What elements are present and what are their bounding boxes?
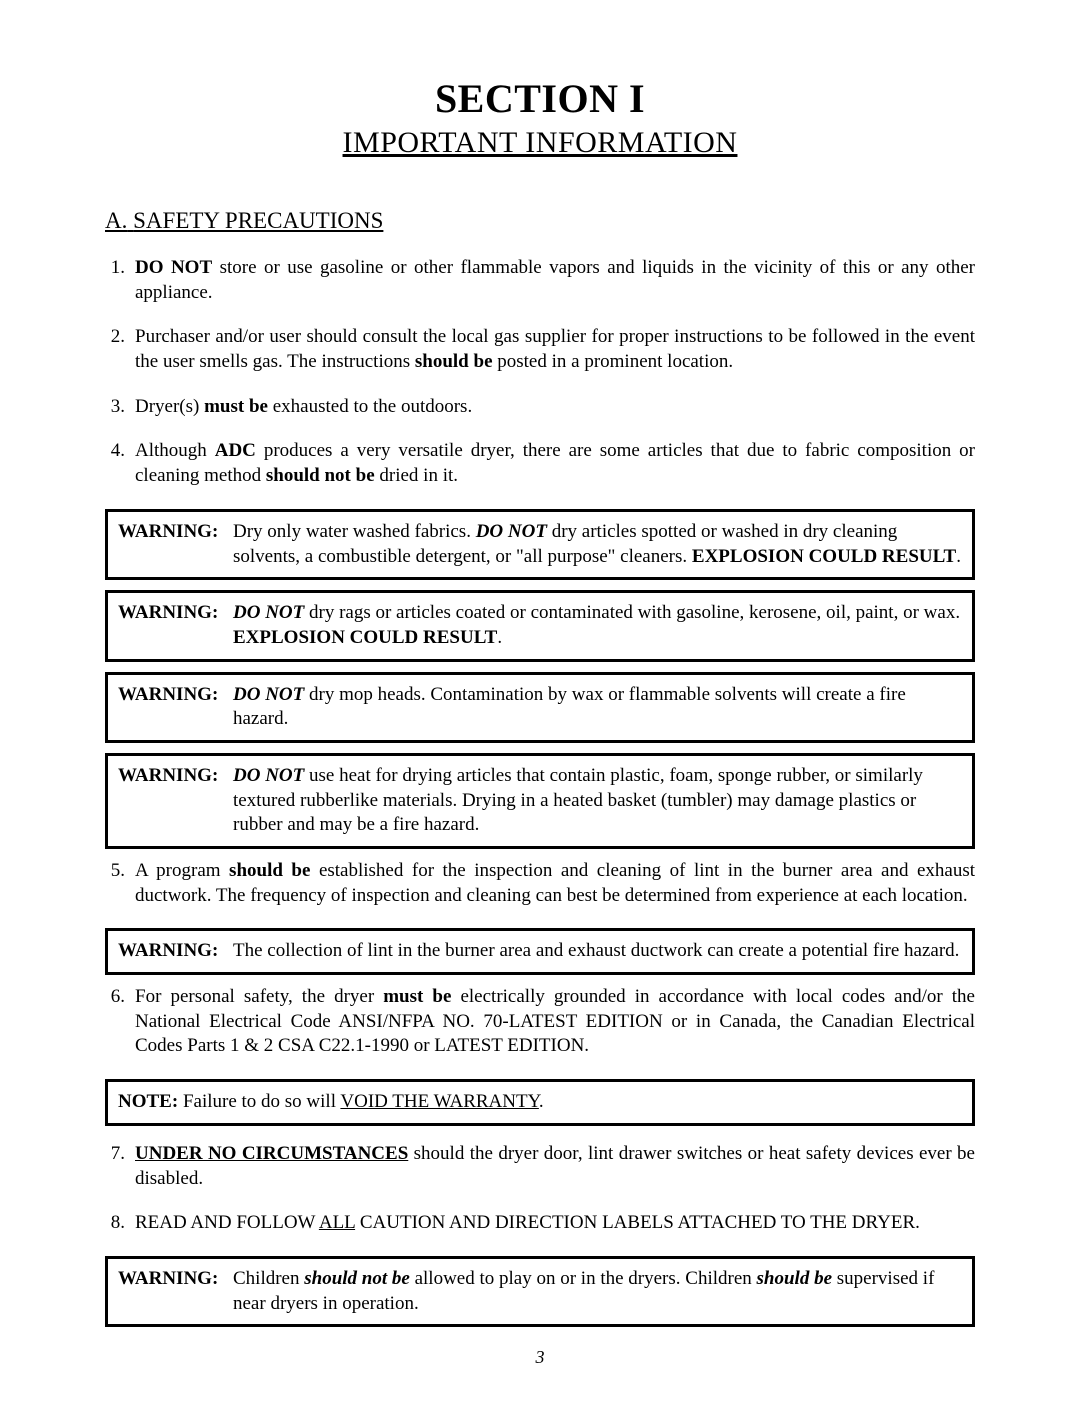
warning-box-4: WARNING: DO NOT use heat for drying arti… xyxy=(105,753,975,849)
warning-content: DO NOT dry rags or articles coated or co… xyxy=(233,601,962,650)
item-text: DO NOT store or use gasoline or other fl… xyxy=(135,256,975,305)
bold-text: ADC xyxy=(215,440,256,461)
subsection-name: SAFETY PRECAUTIONS xyxy=(133,208,383,233)
section-subtitle: IMPORTANT INFORMATION xyxy=(105,126,975,160)
item-text: READ AND FOLLOW ALL CAUTION AND DIRECTIO… xyxy=(135,1211,975,1236)
bold-text: EXPLOSION COULD RESULT xyxy=(233,627,497,648)
section-title: SECTION I xyxy=(105,75,975,122)
text-span: A program xyxy=(135,860,229,881)
bold-italic-text: DO NOT xyxy=(233,602,304,623)
warning-label: WARNING: xyxy=(118,1267,233,1316)
text-span: Dry only water washed fabrics. xyxy=(233,521,476,542)
bold-italic-text: should not be xyxy=(304,1268,410,1289)
item-number: 1. xyxy=(105,256,135,305)
item-text: Purchaser and/or user should consult the… xyxy=(135,325,975,374)
precaution-item-6: 6. For personal safety, the dryer must b… xyxy=(105,985,975,1059)
precaution-item-1: 1. DO NOT store or use gasoline or other… xyxy=(105,256,975,305)
precautions-list-continued-2: 6. For personal safety, the dryer must b… xyxy=(105,985,975,1059)
item-number: 5. xyxy=(105,859,135,908)
precaution-item-8: 8. READ AND FOLLOW ALL CAUTION AND DIREC… xyxy=(105,1211,975,1236)
text-span: dry mop heads. Contamination by wax or f… xyxy=(233,684,906,730)
bold-text: should be xyxy=(229,860,310,881)
text-span: . xyxy=(497,627,502,648)
bold-italic-text: DO NOT xyxy=(476,521,547,542)
subsection-letter: A. xyxy=(105,208,127,233)
item-text: Although ADC produces a very versatile d… xyxy=(135,439,975,488)
text-span: For personal safety, the dryer xyxy=(135,986,383,1007)
item-text: UNDER NO CIRCUMSTANCES should the dryer … xyxy=(135,1142,975,1191)
page-number: 3 xyxy=(105,1347,975,1368)
text-span: The collection of lint in the burner are… xyxy=(233,940,959,961)
text-span: Failure to do so will xyxy=(178,1091,340,1112)
warning-box-1: WARNING: Dry only water washed fabrics. … xyxy=(105,509,975,580)
precaution-item-4: 4. Although ADC produces a very versatil… xyxy=(105,439,975,488)
warning-box-2: WARNING: DO NOT dry rags or articles coa… xyxy=(105,590,975,661)
text-span: . xyxy=(539,1091,544,1112)
warning-content: The collection of lint in the burner are… xyxy=(233,939,962,964)
text-span: produces a very versatile dryer, there a… xyxy=(135,440,975,486)
warning-box-3: WARNING: DO NOT dry mop heads. Contamina… xyxy=(105,672,975,743)
text-span: Dryer(s) xyxy=(135,396,204,417)
text-span: allowed to play on or in the dryers. Chi… xyxy=(410,1268,757,1289)
item-number: 2. xyxy=(105,325,135,374)
warning-label: WARNING: xyxy=(118,601,233,650)
warning-content: Children should not be allowed to play o… xyxy=(233,1267,962,1316)
warning-label: WARNING: xyxy=(118,520,233,569)
note-label: NOTE: xyxy=(118,1091,178,1112)
bold-italic-text: DO NOT xyxy=(233,684,304,705)
warning-label: WARNING: xyxy=(118,939,233,964)
text-span: Although xyxy=(135,440,215,461)
document-page: SECTION I IMPORTANT INFORMATION A. SAFET… xyxy=(0,0,1080,1418)
bold-italic-text: DO NOT xyxy=(233,765,304,786)
warning-label: WARNING: xyxy=(118,764,233,838)
item-text: A program should be established for the … xyxy=(135,859,975,908)
precautions-list: 1. DO NOT store or use gasoline or other… xyxy=(105,256,975,489)
warning-label: WARNING: xyxy=(118,683,233,732)
text-span: store or use gasoline or other flammable… xyxy=(135,257,975,303)
underline-text: ALL xyxy=(319,1212,355,1233)
precaution-item-7: 7. UNDER NO CIRCUMSTANCES should the dry… xyxy=(105,1142,975,1191)
text-span: dry rags or articles coated or contamina… xyxy=(304,602,960,623)
precaution-item-2: 2. Purchaser and/or user should consult … xyxy=(105,325,975,374)
warning-box-5: WARNING: The collection of lint in the b… xyxy=(105,928,975,975)
item-number: 3. xyxy=(105,395,135,420)
precautions-list-continued: 5. A program should be established for t… xyxy=(105,859,975,908)
item-number: 4. xyxy=(105,439,135,488)
item-number: 7. xyxy=(105,1142,135,1191)
warning-content: DO NOT use heat for drying articles that… xyxy=(233,764,962,838)
bold-underline-text: UNDER NO CIRCUMSTANCES xyxy=(135,1143,408,1164)
text-span: . xyxy=(956,546,961,567)
item-text: Dryer(s) must be exhausted to the outdoo… xyxy=(135,395,975,420)
text-span: CAUTION AND DIRECTION LABELS ATTACHED TO… xyxy=(355,1212,920,1233)
warning-content: DO NOT dry mop heads. Contamination by w… xyxy=(233,683,962,732)
precaution-item-3: 3. Dryer(s) must be exhausted to the out… xyxy=(105,395,975,420)
text-span: dried in it. xyxy=(375,465,458,486)
precautions-list-continued-3: 7. UNDER NO CIRCUMSTANCES should the dry… xyxy=(105,1142,975,1236)
item-number: 6. xyxy=(105,985,135,1059)
text-span: exhausted to the outdoors. xyxy=(268,396,472,417)
warning-content: Dry only water washed fabrics. DO NOT dr… xyxy=(233,520,962,569)
bold-text: must be xyxy=(383,986,451,1007)
text-span: READ AND FOLLOW xyxy=(135,1212,319,1233)
bold-text: DO NOT xyxy=(135,257,212,278)
note-box: NOTE: Failure to do so will VOID THE WAR… xyxy=(105,1079,975,1126)
bold-text: must be xyxy=(204,396,268,417)
item-text: For personal safety, the dryer must be e… xyxy=(135,985,975,1059)
item-number: 8. xyxy=(105,1211,135,1236)
underline-text: VOID THE WARRANTY xyxy=(340,1091,538,1112)
subsection-title: A. SAFETY PRECAUTIONS xyxy=(105,208,975,234)
warning-box-6: WARNING: Children should not be allowed … xyxy=(105,1256,975,1327)
bold-text: EXPLOSION COULD RESULT xyxy=(692,546,956,567)
bold-text: should not be xyxy=(266,465,375,486)
text-span: use heat for drying articles that contai… xyxy=(233,765,923,835)
precaution-item-5: 5. A program should be established for t… xyxy=(105,859,975,908)
text-span: Children xyxy=(233,1268,304,1289)
bold-text: should be xyxy=(415,351,493,372)
bold-italic-text: should be xyxy=(757,1268,833,1289)
text-span: posted in a prominent location. xyxy=(493,351,734,372)
